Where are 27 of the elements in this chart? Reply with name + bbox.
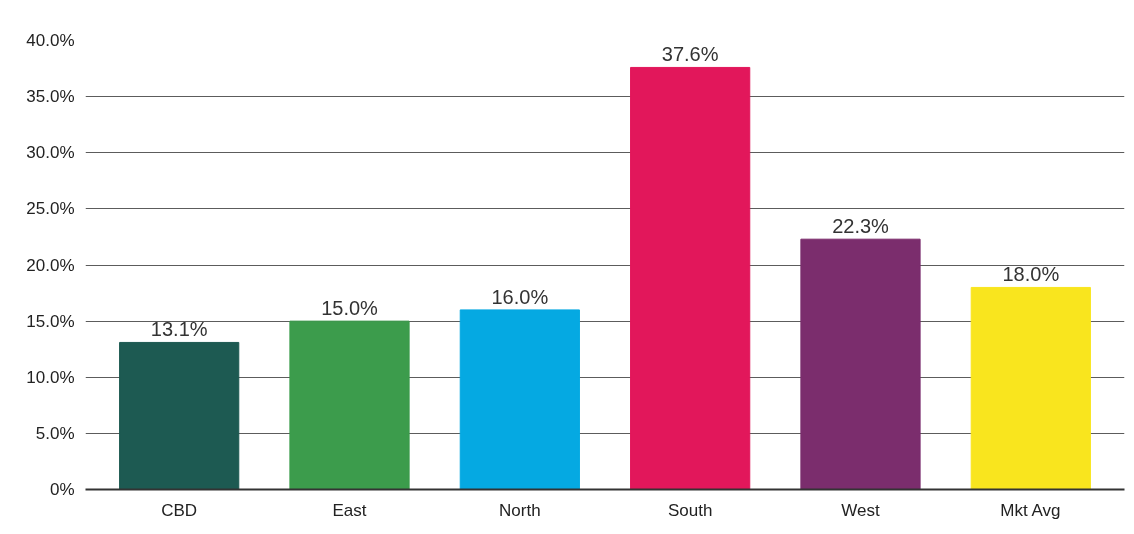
y-tick-label: 10.0% <box>26 367 75 387</box>
x-tick-label: West <box>841 500 880 520</box>
y-tick-label: 20.0% <box>26 255 75 275</box>
y-tick-label: 30.0% <box>26 143 75 163</box>
y-tick-label: 0% <box>49 480 75 499</box>
y-tick-label: 15.0% <box>26 311 75 331</box>
y-tick-label: 25.0% <box>26 199 75 219</box>
bar <box>970 286 1091 490</box>
x-tick-label: North <box>499 500 541 520</box>
y-tick-label: 5.0% <box>35 423 75 443</box>
data-label: 15.0% <box>321 297 379 320</box>
x-tick-label: East <box>332 500 367 520</box>
y-tick-label: 35.0% <box>26 87 75 107</box>
bar <box>289 320 410 490</box>
data-label: 16.0% <box>491 285 549 308</box>
data-label: 13.1% <box>150 318 208 341</box>
bar <box>630 66 751 490</box>
bar <box>459 309 580 490</box>
x-tick-label: Mkt Avg <box>1000 500 1061 520</box>
data-label: 22.3% <box>832 215 890 238</box>
bar <box>119 341 240 490</box>
data-label: 37.6% <box>661 43 719 66</box>
bar <box>800 238 921 490</box>
y-tick-label: 40.0% <box>26 31 75 50</box>
data-label: 18.0% <box>1002 263 1060 286</box>
x-tick-label: CBD <box>161 500 198 520</box>
x-tick-label: South <box>667 500 713 520</box>
